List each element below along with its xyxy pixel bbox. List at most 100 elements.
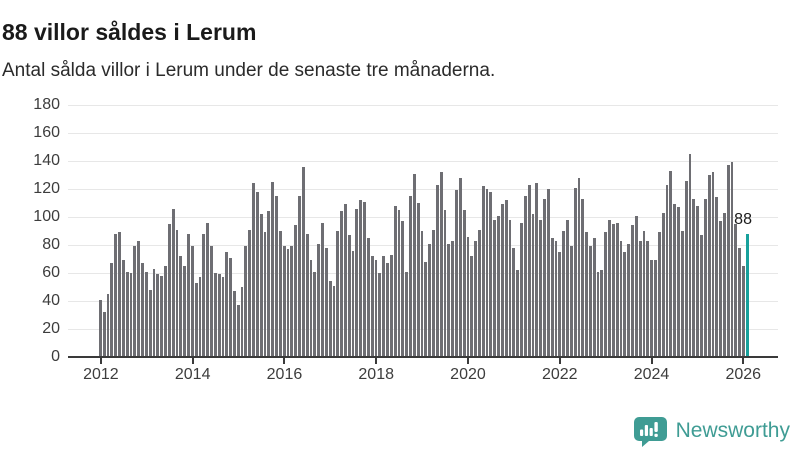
bar xyxy=(340,211,343,357)
bar xyxy=(386,263,389,357)
bar xyxy=(573,187,577,357)
bar xyxy=(611,224,615,357)
x-tick-mark xyxy=(742,358,745,364)
bar xyxy=(252,183,255,357)
bar xyxy=(615,222,619,357)
bar xyxy=(558,252,562,357)
bar xyxy=(374,260,378,357)
bar xyxy=(730,162,734,357)
brand-wordmark: Newsworthy xyxy=(675,419,790,442)
bar xyxy=(267,211,271,357)
bar xyxy=(271,182,275,357)
bar xyxy=(608,219,611,357)
gridline xyxy=(68,217,778,218)
bar xyxy=(167,224,171,357)
bar xyxy=(650,260,654,357)
bar xyxy=(470,256,474,357)
x-axis-line xyxy=(68,356,778,358)
y-tick-label: 60 xyxy=(42,264,60,281)
bar xyxy=(692,198,696,357)
y-tick-label: 100 xyxy=(33,208,60,225)
bar xyxy=(715,197,719,357)
bar xyxy=(190,246,194,357)
bar xyxy=(539,219,543,357)
bar xyxy=(232,291,236,357)
bar xyxy=(152,268,156,357)
bar xyxy=(355,208,359,357)
x-tick-label: 2024 xyxy=(633,366,670,383)
bar xyxy=(443,210,447,357)
bar xyxy=(520,222,523,357)
y-tick-label: 160 xyxy=(33,124,60,141)
bar xyxy=(585,232,588,357)
bar xyxy=(554,240,558,357)
bar xyxy=(248,229,252,357)
bar xyxy=(282,246,286,357)
bar xyxy=(439,172,443,357)
newsworthy-logo[interactable]: Newsworthy xyxy=(632,415,790,447)
bar xyxy=(324,247,328,357)
bar xyxy=(156,274,160,357)
bar xyxy=(110,263,114,357)
bar xyxy=(688,154,692,357)
bar xyxy=(160,275,164,357)
bar xyxy=(236,305,240,357)
bar xyxy=(305,233,309,357)
x-tick-mark xyxy=(283,358,286,364)
y-tick-label: 40 xyxy=(42,292,60,309)
bar-chart-plot-area: 88 2012 2014 2016 2018 2020 2022 2024 2026 xyxy=(68,105,778,383)
gridline xyxy=(68,133,778,134)
x-tick-label: 2012 xyxy=(83,366,119,383)
bar xyxy=(313,271,317,357)
x-tick-mark xyxy=(558,358,561,364)
bar xyxy=(141,263,144,357)
bar xyxy=(535,183,539,357)
bar xyxy=(202,233,206,357)
y-tick-label: 140 xyxy=(33,152,60,169)
bar xyxy=(619,240,623,357)
bar xyxy=(669,170,673,357)
bar xyxy=(317,243,321,357)
bar xyxy=(286,249,290,357)
bar xyxy=(347,235,351,357)
bar xyxy=(397,210,401,357)
x-tick-label: 2014 xyxy=(174,366,211,383)
bar xyxy=(118,232,121,357)
bar xyxy=(336,231,340,357)
bar-highlighted-latest xyxy=(745,233,749,357)
bar xyxy=(604,232,608,357)
x-tick-mark xyxy=(650,358,653,364)
bar xyxy=(332,285,336,357)
bar xyxy=(148,289,152,357)
bar xyxy=(99,299,102,357)
bar xyxy=(309,260,313,357)
bar xyxy=(321,222,324,357)
bar xyxy=(516,270,520,357)
bar xyxy=(500,204,504,357)
bar xyxy=(523,196,527,357)
bar xyxy=(592,238,596,357)
x-tick-label: 2022 xyxy=(541,366,578,383)
bar xyxy=(447,243,451,357)
bar xyxy=(225,252,229,357)
bar xyxy=(424,261,428,357)
bar xyxy=(382,256,386,357)
bar xyxy=(194,282,198,357)
bar xyxy=(229,257,232,357)
bar xyxy=(275,196,278,357)
bar xyxy=(114,233,118,357)
bar xyxy=(543,198,546,357)
bar xyxy=(121,260,125,357)
bar xyxy=(171,208,175,357)
bar xyxy=(458,177,462,357)
bar xyxy=(707,175,711,357)
bar xyxy=(566,219,569,357)
bar xyxy=(210,246,213,357)
x-tick-label: 2018 xyxy=(358,366,394,383)
bar xyxy=(684,180,688,357)
x-tick-mark xyxy=(191,358,194,364)
bar xyxy=(462,210,466,357)
bar xyxy=(206,222,210,357)
highlight-value-label: 88 xyxy=(734,210,752,228)
bar xyxy=(489,191,493,357)
